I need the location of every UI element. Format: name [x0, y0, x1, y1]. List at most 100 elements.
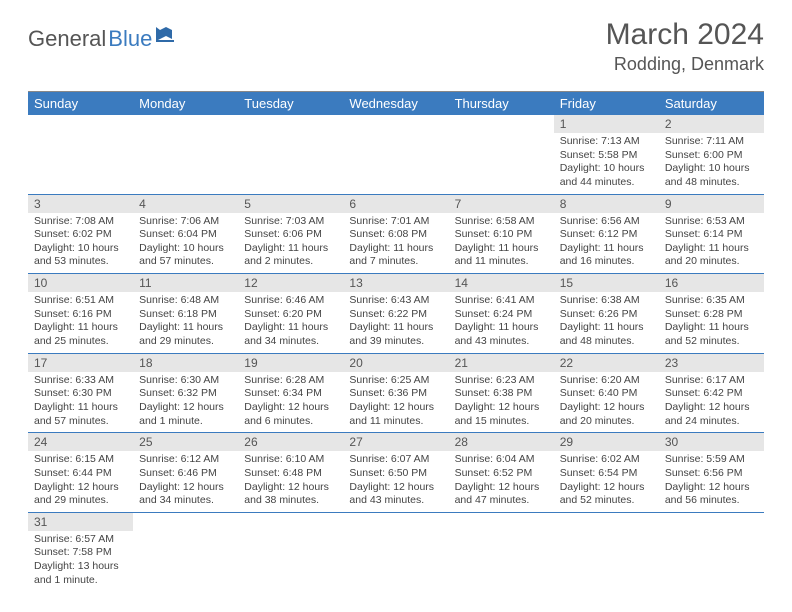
day-number: [554, 513, 659, 517]
calendar-day: [554, 513, 659, 592]
sunrise: Sunrise: 6:56 AM: [560, 215, 653, 229]
daylight: Daylight: 12 hours and 29 minutes.: [34, 481, 127, 508]
calendar-day: 23 Sunrise: 6:17 AMSunset: 6:42 PMDayligh…: [659, 354, 764, 433]
calendar-day: [238, 115, 343, 194]
day-content: Sunrise: 6:25 AMSunset: 6:36 PMDaylight:…: [343, 372, 448, 433]
calendar-day: 1Sunrise: 7:13 AMSunset: 5:58 PMDaylight…: [554, 115, 659, 194]
day-content: Sunrise: 7:13 AMSunset: 5:58 PMDaylight:…: [554, 133, 659, 194]
day-content: Sunrise: 5:59 AMSunset: 6:56 PMDaylight:…: [659, 451, 764, 512]
day-number: 17: [28, 354, 133, 372]
calendar-day: 14Sunrise: 6:41 AMSunset: 6:24 PMDayligh…: [449, 274, 554, 353]
day-content: Sunrise: 6:10 AMSunset: 6:48 PMDaylight:…: [238, 451, 343, 512]
calendar-day: 8Sunrise: 6:56 AMSunset: 6:12 PMDaylight…: [554, 195, 659, 274]
logo-text-general: General: [28, 26, 106, 52]
calendar-week: 10Sunrise: 6:51 AMSunset: 6:16 PMDayligh…: [28, 274, 764, 354]
calendar-day: [659, 513, 764, 592]
calendar-day: 31Sunrise: 6:57 AMSunset: 7:58 PMDayligh…: [28, 513, 133, 592]
day-number: 27: [343, 433, 448, 451]
sunset: Sunset: 6:00 PM: [665, 149, 758, 163]
sunrise: Sunrise: 6:35 AM: [665, 294, 758, 308]
daylight: Daylight: 11 hours and 16 minutes.: [560, 242, 653, 269]
day-number: [238, 115, 343, 119]
sunset: Sunset: 6:48 PM: [244, 467, 337, 481]
day-number: 13: [343, 274, 448, 292]
daylight: Daylight: 10 hours and 53 minutes.: [34, 242, 127, 269]
day-content: Sunrise: 7:08 AMSunset: 6:02 PMDaylight:…: [28, 213, 133, 274]
day-number: 14: [449, 274, 554, 292]
sunrise: Sunrise: 6:43 AM: [349, 294, 442, 308]
sunset: Sunset: 6:14 PM: [665, 228, 758, 242]
calendar-day: 4Sunrise: 7:06 AMSunset: 6:04 PMDaylight…: [133, 195, 238, 274]
sunrise: Sunrise: 7:08 AM: [34, 215, 127, 229]
day-number: 23: [659, 354, 764, 372]
day-number: 11: [133, 274, 238, 292]
calendar-day: 7Sunrise: 6:58 AMSunset: 6:10 PMDaylight…: [449, 195, 554, 274]
day-content: Sunrise: 7:06 AMSunset: 6:04 PMDaylight:…: [133, 213, 238, 274]
sunrise: Sunrise: 6:17 AM: [665, 374, 758, 388]
daylight: Daylight: 12 hours and 43 minutes.: [349, 481, 442, 508]
calendar-day: 27Sunrise: 6:07 AMSunset: 6:50 PMDayligh…: [343, 433, 448, 512]
day-content: Sunrise: 6:53 AMSunset: 6:14 PMDaylight:…: [659, 213, 764, 274]
day-content: Sunrise: 6:20 AMSunset: 6:40 PMDaylight:…: [554, 372, 659, 433]
day-number: 2: [659, 115, 764, 133]
day-number: 25: [133, 433, 238, 451]
calendar-day: 10Sunrise: 6:51 AMSunset: 6:16 PMDayligh…: [28, 274, 133, 353]
daylight: Daylight: 12 hours and 24 minutes.: [665, 401, 758, 428]
sunrise: Sunrise: 6:04 AM: [455, 453, 548, 467]
sunset: Sunset: 6:04 PM: [139, 228, 232, 242]
sunset: Sunset: 5:58 PM: [560, 149, 653, 163]
sunset: Sunset: 6:10 PM: [455, 228, 548, 242]
sunrise: Sunrise: 6:20 AM: [560, 374, 653, 388]
sunset: Sunset: 6:24 PM: [455, 308, 548, 322]
day-number: 16: [659, 274, 764, 292]
sunrise: Sunrise: 7:11 AM: [665, 135, 758, 149]
day-number: [133, 513, 238, 517]
sunrise: Sunrise: 6:28 AM: [244, 374, 337, 388]
day-content: Sunrise: 6:46 AMSunset: 6:20 PMDaylight:…: [238, 292, 343, 353]
calendar-day: 20Sunrise: 6:25 AMSunset: 6:36 PMDayligh…: [343, 354, 448, 433]
calendar: SundayMondayTuesdayWednesdayThursdayFrid…: [28, 91, 764, 591]
calendar-day: [343, 115, 448, 194]
sunrise: Sunrise: 6:57 AM: [34, 533, 127, 547]
calendar-header-cell: Monday: [133, 92, 238, 115]
sunrise: Sunrise: 6:46 AM: [244, 294, 337, 308]
calendar-header-cell: Tuesday: [238, 92, 343, 115]
sunset: Sunset: 6:50 PM: [349, 467, 442, 481]
calendar-week: 1Sunrise: 7:13 AMSunset: 5:58 PMDaylight…: [28, 115, 764, 195]
day-number: 9: [659, 195, 764, 213]
sunrise: Sunrise: 6:51 AM: [34, 294, 127, 308]
calendar-day: 18Sunrise: 6:30 AMSunset: 6:32 PMDayligh…: [133, 354, 238, 433]
location: Rodding, Denmark: [606, 54, 764, 75]
daylight: Daylight: 12 hours and 34 minutes.: [139, 481, 232, 508]
day-content: Sunrise: 6:56 AMSunset: 6:12 PMDaylight:…: [554, 213, 659, 274]
calendar-header-cell: Friday: [554, 92, 659, 115]
sunset: Sunset: 7:58 PM: [34, 546, 127, 560]
calendar-day: 11Sunrise: 6:48 AMSunset: 6:18 PMDayligh…: [133, 274, 238, 353]
flag-icon: [156, 27, 178, 48]
day-number: [343, 115, 448, 119]
calendar-day: 5Sunrise: 7:03 AMSunset: 6:06 PMDaylight…: [238, 195, 343, 274]
day-content: Sunrise: 6:41 AMSunset: 6:24 PMDaylight:…: [449, 292, 554, 353]
calendar-day: [133, 513, 238, 592]
day-content: Sunrise: 7:01 AMSunset: 6:08 PMDaylight:…: [343, 213, 448, 274]
day-content: Sunrise: 6:23 AMSunset: 6:38 PMDaylight:…: [449, 372, 554, 433]
calendar-header-cell: Sunday: [28, 92, 133, 115]
sunset: Sunset: 6:28 PM: [665, 308, 758, 322]
sunset: Sunset: 6:56 PM: [665, 467, 758, 481]
daylight: Daylight: 11 hours and 29 minutes.: [139, 321, 232, 348]
day-number: 24: [28, 433, 133, 451]
sunset: Sunset: 6:44 PM: [34, 467, 127, 481]
calendar-day: 26Sunrise: 6:10 AMSunset: 6:48 PMDayligh…: [238, 433, 343, 512]
day-number: 10: [28, 274, 133, 292]
sunset: Sunset: 6:42 PM: [665, 387, 758, 401]
day-content: Sunrise: 6:38 AMSunset: 6:26 PMDaylight:…: [554, 292, 659, 353]
day-number: [28, 115, 133, 119]
calendar-week: 17Sunrise: 6:33 AMSunset: 6:30 PMDayligh…: [28, 354, 764, 434]
day-number: 5: [238, 195, 343, 213]
day-number: 30: [659, 433, 764, 451]
logo: General Blue: [28, 26, 178, 52]
daylight: Daylight: 11 hours and 48 minutes.: [560, 321, 653, 348]
daylight: Daylight: 11 hours and 11 minutes.: [455, 242, 548, 269]
header: General Blue March 2024 Rodding, Denmark: [0, 0, 792, 83]
calendar-day: 13Sunrise: 6:43 AMSunset: 6:22 PMDayligh…: [343, 274, 448, 353]
